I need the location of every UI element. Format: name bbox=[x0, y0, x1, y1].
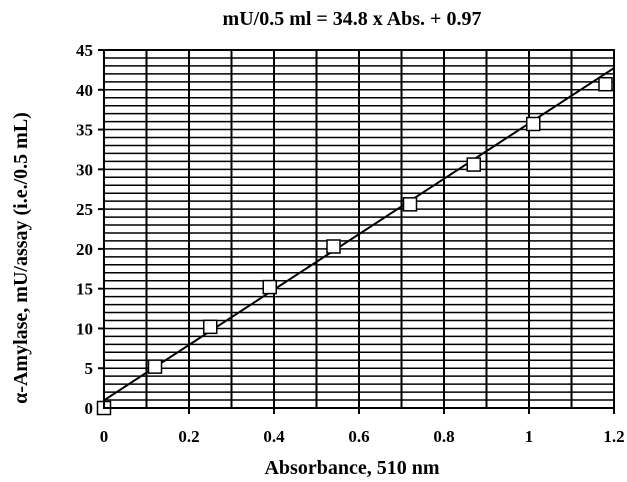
x-axis-label: Absorbance, 510 nm bbox=[264, 457, 439, 479]
y-tick-label: 0 bbox=[85, 399, 94, 418]
chart-title: mU/0.5 ml = 34.8 x Abs. + 0.97 bbox=[223, 8, 482, 30]
data-point bbox=[402, 197, 418, 212]
y-tick-label: 20 bbox=[76, 240, 93, 259]
plot-frame bbox=[103, 49, 615, 409]
data-point bbox=[262, 279, 277, 295]
x-tick-label: 1.2 bbox=[603, 427, 624, 446]
x-tick-label: 0.8 bbox=[433, 427, 454, 446]
grid bbox=[103, 49, 615, 409]
y-tick-label: 30 bbox=[76, 160, 93, 179]
data-point bbox=[326, 239, 341, 254]
data-points bbox=[96, 76, 613, 416]
data-point bbox=[466, 157, 481, 172]
y-tick-label: 10 bbox=[76, 319, 93, 338]
data-point bbox=[598, 76, 613, 92]
x-axis-ticks: 0 0.2 0.4 0.6 0.8 1 1.2 bbox=[100, 408, 625, 446]
x-tick-label: 0 bbox=[100, 427, 109, 446]
data-point bbox=[203, 319, 218, 335]
data-point bbox=[147, 359, 163, 374]
x-tick-label: 1 bbox=[525, 427, 534, 446]
y-tick-label: 40 bbox=[76, 81, 93, 100]
y-tick-label: 45 bbox=[76, 41, 93, 60]
x-tick-label: 0.2 bbox=[178, 427, 199, 446]
x-tick-label: 0.4 bbox=[263, 427, 285, 446]
y-axis-label: α-Amylase, mU/assay (i.e./0.5 mL) bbox=[10, 112, 32, 404]
y-tick-label: 35 bbox=[76, 121, 93, 140]
y-tick-label: 5 bbox=[85, 359, 94, 378]
y-tick-label: 15 bbox=[76, 280, 93, 299]
x-tick-label: 0.6 bbox=[348, 427, 369, 446]
data-point bbox=[526, 116, 541, 132]
y-axis-ticks: 0 5 10 15 20 25 30 35 40 45 bbox=[76, 41, 104, 418]
y-tick-label: 25 bbox=[76, 200, 93, 219]
